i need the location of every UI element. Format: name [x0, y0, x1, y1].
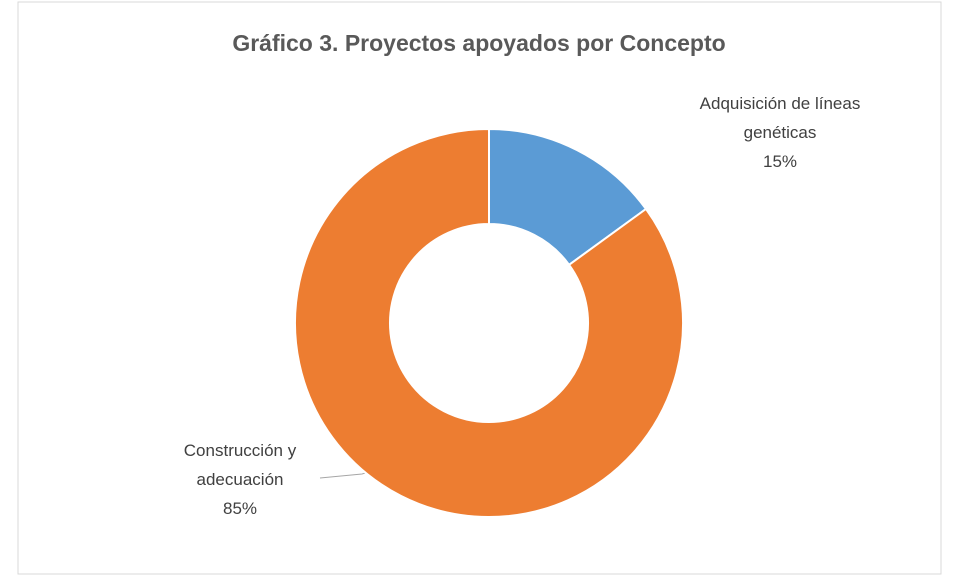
chart-title: Gráfico 3. Proyectos apoyados por Concep… [232, 30, 726, 56]
category-label: Construcción y adecuación [183, 441, 297, 489]
donut-slice [294, 127, 684, 518]
data-label: Construcción y adecuación 85% [155, 436, 325, 523]
value-label: 15% [762, 152, 798, 171]
value-label: 85% [222, 499, 258, 518]
data-label: Adquisición de líneas genéticas 15% [695, 89, 865, 176]
category-label: Adquisición de líneas genéticas [699, 94, 861, 142]
